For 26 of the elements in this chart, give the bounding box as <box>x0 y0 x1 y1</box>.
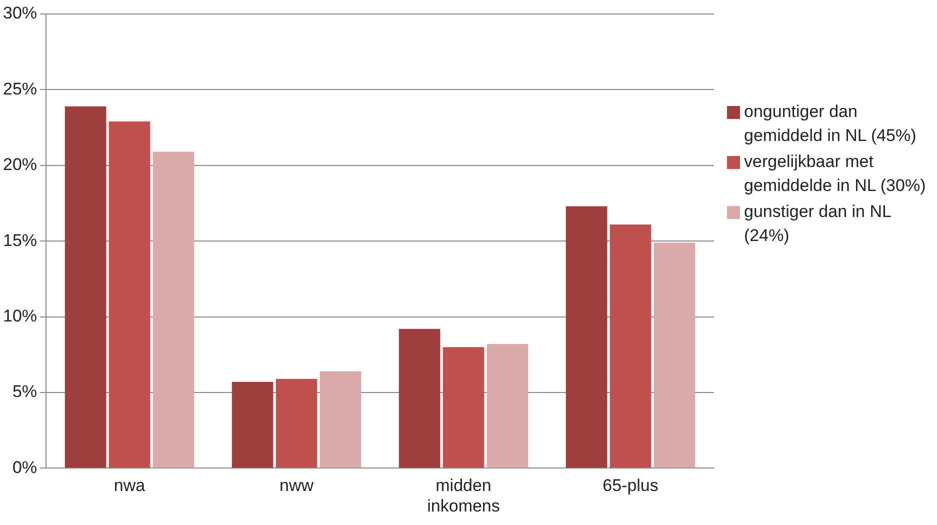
x-tick-label: midden inkomens <box>427 476 500 516</box>
y-tick-label: 30% <box>2 4 38 23</box>
bar <box>486 344 528 468</box>
bar <box>566 206 608 468</box>
bar <box>442 347 484 468</box>
legend-label: gunstiger dan in NL (24%) <box>744 201 892 247</box>
x-tick-label: 65-plus <box>602 476 658 496</box>
y-tick-label: 5% <box>12 382 38 402</box>
y-tick-label: 0% <box>12 458 38 477</box>
bar <box>610 224 652 468</box>
bar <box>398 328 440 468</box>
x-tick-label: nwa <box>114 476 146 496</box>
legend-label: onguntiger dan gemiddeld in NL (45%) <box>744 101 918 147</box>
y-tick-label: 25% <box>2 79 38 98</box>
bar <box>276 378 318 468</box>
bar <box>232 382 274 468</box>
bar <box>654 242 696 468</box>
bar <box>108 121 150 468</box>
bar <box>152 152 194 468</box>
x-tick-label: nww <box>280 476 314 496</box>
y-tick-label: 10% <box>2 306 38 326</box>
y-tick-label: 15% <box>2 230 38 250</box>
bar <box>64 106 106 468</box>
y-tick-label: 20% <box>2 155 38 174</box>
legend-label: vergelijkbaar met gemiddelde in NL (30%) <box>744 151 927 197</box>
bar <box>320 371 362 468</box>
